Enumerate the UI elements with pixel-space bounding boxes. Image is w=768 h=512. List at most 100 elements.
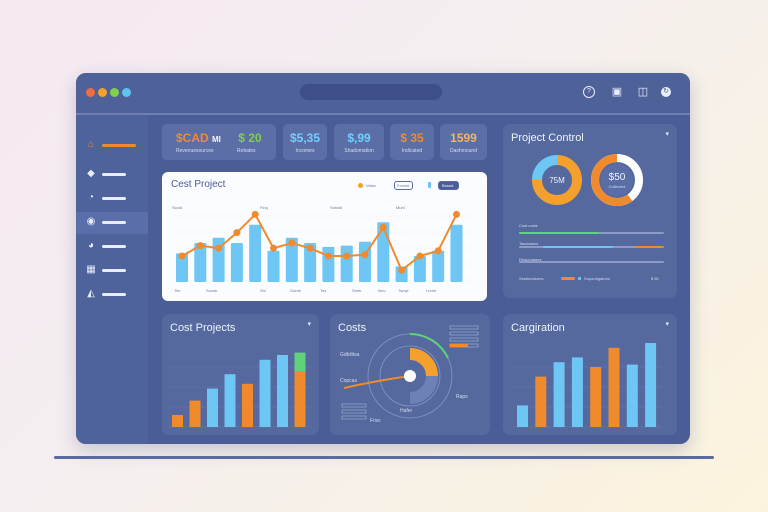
chevron-down-icon[interactable]: ▾: [665, 321, 669, 328]
donut-center-value: $50: [608, 172, 626, 183]
chart-bar: [608, 347, 620, 427]
chart-point: [196, 242, 204, 250]
chart-bar: [224, 374, 236, 427]
sidebar-item-calendar[interactable]: ▦: [76, 260, 148, 282]
chart-point: [361, 251, 369, 259]
gauge-label: Frisc: [370, 418, 381, 424]
sidebar-item-pie[interactable]: ◕: [76, 236, 148, 258]
section-label: Finq: [260, 205, 268, 210]
progress-fill: [519, 232, 599, 234]
chart-bar: [189, 400, 201, 427]
chevron-down-icon[interactable]: ▾: [665, 131, 669, 138]
gauge-label: Hafer: [400, 408, 413, 414]
gauge-label: Gdbilitsa: [340, 352, 360, 358]
close-dot[interactable]: [86, 88, 95, 97]
legend-pill[interactable]: Bosed: [438, 181, 459, 190]
help-icon[interactable]: ?: [583, 86, 595, 98]
cost-project-chart: [172, 210, 478, 282]
card-title: Cest Project: [171, 179, 226, 190]
kpi-card[interactable]: $CAD Ml $ 20 Revenuesources Rebates: [162, 124, 276, 160]
refresh-icon[interactable]: ↻: [661, 87, 671, 97]
desk-baseline: [54, 456, 714, 459]
chevron-down-icon[interactable]: ▾: [307, 321, 311, 328]
sidebar: ⌂ ◆ ◔ ◉ ◕ ▦ ◭: [76, 115, 148, 444]
donut-center-value: 75M: [549, 176, 565, 185]
card-title: Cost Projects: [170, 322, 236, 334]
camera-icon[interactable]: ▣: [611, 86, 623, 98]
gauge-ring: [379, 345, 441, 407]
legend-label: Bosed: [442, 183, 454, 188]
kpi-label: Indicated: [401, 148, 423, 154]
cargiration-chart: [513, 343, 664, 428]
progress-track: [519, 261, 664, 263]
chart-point: [398, 266, 406, 274]
x-tick-label: Ilmo: [378, 288, 386, 293]
card-title: Project Control: [511, 132, 584, 144]
legend-dot: [428, 182, 431, 188]
legend-pill[interactable]: Fonset: [394, 181, 413, 190]
tag-icon: ◆: [87, 168, 95, 179]
gauge-arc: [409, 375, 438, 404]
kpi-label: Incomes: [295, 148, 315, 154]
sidebar-label-bar: [102, 245, 126, 248]
chart-icon: ◔: [87, 192, 95, 203]
gauge-arc: [409, 348, 438, 377]
chart-point: [306, 244, 314, 252]
sidebar-label-bar: [102, 197, 126, 200]
gauge-arc: [409, 332, 449, 359]
address-bar[interactable]: [300, 84, 442, 100]
chart-bar: [432, 250, 445, 282]
sidebar-item-users[interactable]: ◭: [76, 284, 148, 306]
app-window: ? ▣ ◫ ↻ ⌂ ◆ ◔ ◉ ◕ ▦ ◭: [76, 73, 690, 444]
chart-bar: [340, 245, 353, 282]
donut-slice: [591, 154, 633, 206]
chart-bar: [571, 357, 583, 427]
legend-label: Fonset: [397, 183, 410, 188]
gauge-center-value: 0: [407, 369, 413, 378]
kpi-label-main: Revenuesources: [176, 148, 214, 154]
chart-bar: [590, 367, 602, 427]
costs-gauge: [341, 325, 479, 420]
sidebar-item-gauge[interactable]: ◉: [76, 212, 148, 234]
chart-point: [379, 223, 387, 231]
legend-label: Sestionatures: [519, 276, 544, 281]
maximize-dot[interactable]: [110, 88, 119, 97]
calendar-icon: ▦: [86, 264, 96, 275]
sidebar-item-charts[interactable]: ◔: [76, 188, 148, 210]
book-icon[interactable]: ◫: [637, 86, 649, 98]
chart-point: [270, 244, 277, 252]
chart-bar: [242, 383, 253, 427]
chart-bar: [172, 415, 183, 427]
progress-fill: [633, 246, 663, 248]
cargiration-card: Cargiration ▾: [503, 314, 677, 435]
sidebar-item-home[interactable]: ⌂: [76, 135, 148, 157]
kpi-card[interactable]: 1599 Dashmound: [440, 124, 487, 160]
minimize-dot[interactable]: [98, 88, 107, 97]
kpi-card[interactable]: $ 35 Indicated: [390, 124, 434, 160]
sidebar-label-bar: [102, 293, 126, 296]
chart-bar: [277, 355, 288, 427]
table-row: [341, 409, 367, 414]
legend-label: Valiar: [366, 183, 376, 188]
chart-bar: [535, 376, 547, 427]
kpi-value-secondary: $ 20: [238, 131, 262, 145]
chart-bar: [377, 222, 390, 282]
chart-point: [178, 252, 186, 260]
kpi-label-secondary: Rebates: [236, 148, 256, 154]
title-bar: ? ▣ ◫ ↻: [76, 73, 690, 115]
users-icon: ◭: [87, 288, 95, 299]
kpi-card[interactable]: $5,35 Incomes: [283, 124, 327, 160]
legend-dot: [358, 183, 363, 188]
kpi-card[interactable]: $,99 Shadomation: [334, 124, 384, 160]
sidebar-label-bar: [102, 269, 126, 272]
chart-bar: [626, 364, 638, 427]
x-tick-label: Tim: [174, 288, 181, 293]
chart-point: [324, 252, 332, 260]
table-row: [449, 325, 479, 330]
x-tick-label: Tos: [320, 288, 327, 293]
table-row: [449, 331, 479, 336]
home-icon: ⌂: [87, 139, 95, 150]
kpi-label: Shadomation: [344, 148, 374, 154]
sidebar-item-tags[interactable]: ◆: [76, 164, 148, 186]
extra-dot[interactable]: [122, 88, 131, 97]
